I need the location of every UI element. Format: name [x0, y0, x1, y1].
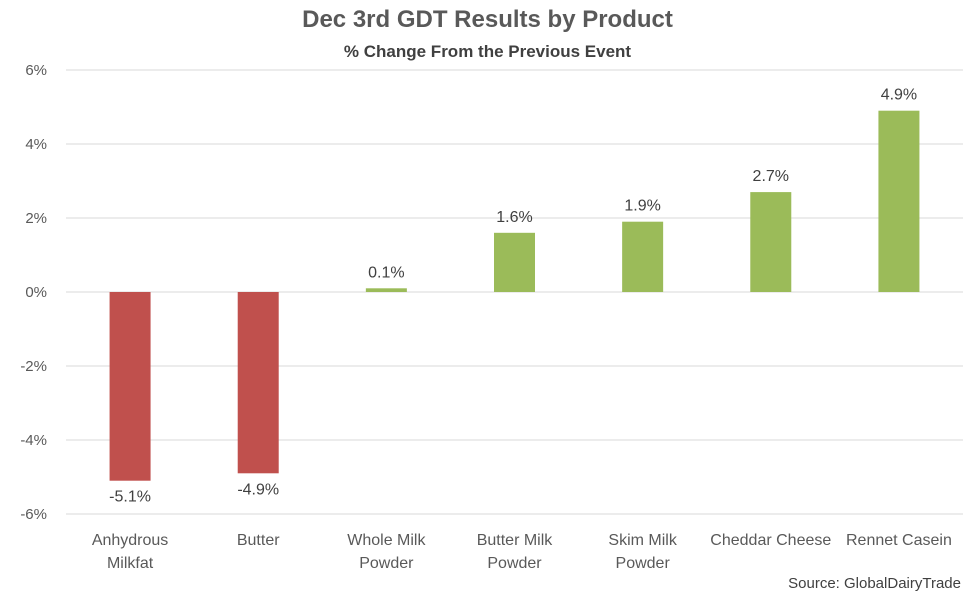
y-tick-label: 4% [25, 136, 47, 153]
y-tick-label: -6% [20, 506, 47, 523]
x-category-label: Cheddar Cheese [710, 532, 831, 549]
data-label: -4.9% [237, 481, 279, 498]
y-tick-label: 0% [25, 284, 47, 301]
x-category-label: Butter Milk Powder [477, 532, 554, 572]
y-tick-label: 2% [25, 210, 47, 227]
x-category-label: Skim Milk Powder [608, 532, 677, 572]
y-tick-label: -4% [20, 432, 47, 449]
x-category-label: Whole Milk Powder [347, 532, 426, 572]
bar [365, 288, 407, 292]
y-tick-label: 6% [25, 62, 47, 79]
x-category-label: Butter [237, 532, 280, 549]
source-note: Source: GlobalDairyTrade [788, 575, 961, 592]
y-tick-label: -2% [20, 358, 47, 375]
bar [750, 192, 792, 292]
bar [109, 292, 151, 481]
data-label: 4.9% [881, 87, 917, 104]
data-label: -5.1% [109, 489, 151, 506]
data-label: 1.9% [624, 198, 660, 215]
chart-subtitle: % Change From the Previous Event [343, 42, 632, 61]
chart-title: Dec 3rd GDT Results by Product [302, 6, 673, 33]
x-category-label: Rennet Casein [846, 532, 952, 549]
data-label: 0.1% [368, 264, 404, 281]
bar [237, 292, 279, 474]
bar [494, 232, 535, 292]
x-category-label: Anhydrous Milkfat [92, 532, 169, 572]
bar [878, 110, 920, 292]
data-label: 2.7% [753, 168, 789, 185]
data-label: 1.6% [496, 209, 532, 226]
bar [622, 221, 664, 292]
